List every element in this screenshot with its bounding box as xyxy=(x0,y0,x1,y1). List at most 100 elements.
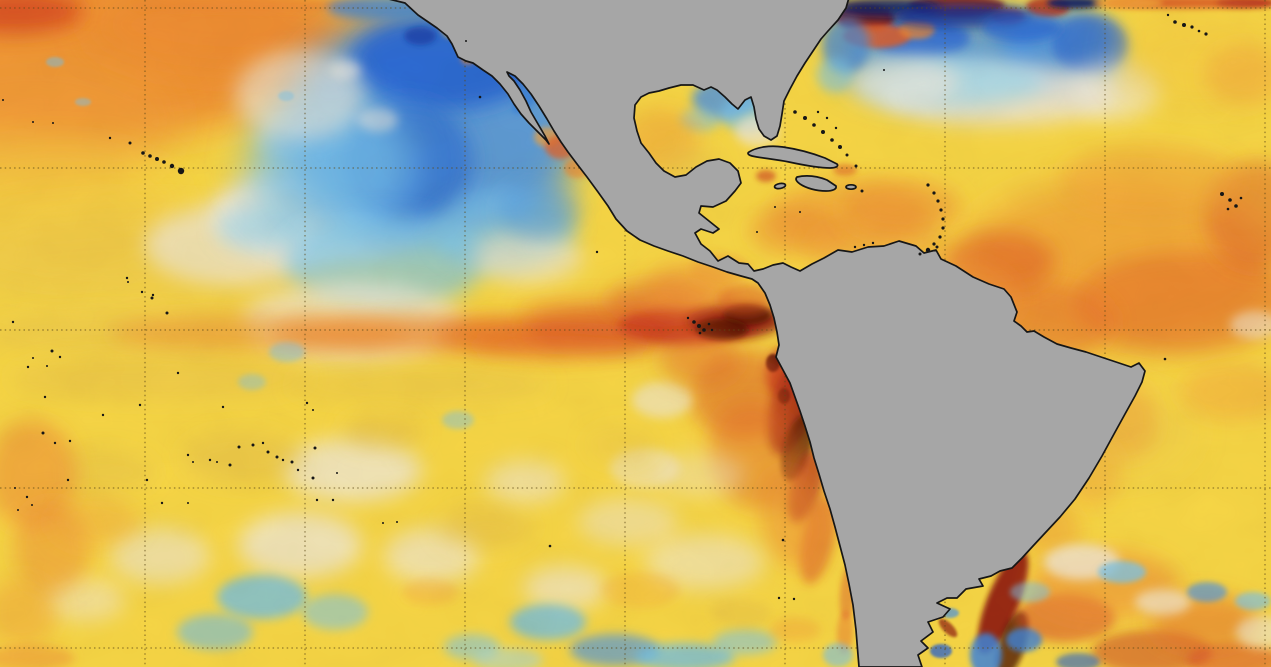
island-dot xyxy=(595,250,599,254)
island-dot xyxy=(312,409,314,411)
island-dot xyxy=(1204,32,1208,36)
island-dot xyxy=(41,431,45,435)
island-dot xyxy=(52,122,54,124)
island-dot xyxy=(698,331,702,335)
island-dot xyxy=(216,461,218,463)
island-dot xyxy=(838,145,842,149)
island-dot xyxy=(697,324,701,328)
island-dot xyxy=(43,395,47,399)
land-layer xyxy=(389,0,1146,667)
island-dot xyxy=(141,151,145,155)
island-dot xyxy=(853,245,857,249)
island-dot xyxy=(935,245,939,249)
island-dot xyxy=(686,316,690,320)
island-dot xyxy=(854,164,858,168)
island-dot xyxy=(311,476,315,480)
island-dot xyxy=(830,138,834,142)
island-dot xyxy=(799,211,801,213)
island-dot xyxy=(176,371,180,375)
island-dot xyxy=(53,441,57,445)
island-dot xyxy=(66,478,70,482)
island-dot xyxy=(145,478,149,482)
island-dot xyxy=(237,445,241,449)
island-dot xyxy=(296,468,300,472)
jamaica-island xyxy=(773,182,787,190)
island-dot xyxy=(221,405,225,409)
island-dot xyxy=(331,498,335,502)
island-dot xyxy=(777,596,781,600)
island-dot xyxy=(548,544,552,548)
island-dot xyxy=(165,311,169,315)
island-dot xyxy=(932,191,936,195)
island-dot xyxy=(160,501,164,505)
island-dot xyxy=(1166,13,1170,17)
island-dot xyxy=(1182,23,1186,27)
island-dot xyxy=(26,365,30,369)
island-dot xyxy=(871,241,875,245)
island-dot xyxy=(46,365,48,367)
island-dot xyxy=(275,455,279,459)
island-dot xyxy=(251,443,255,447)
island-dot xyxy=(261,441,265,445)
island-dot xyxy=(862,243,866,247)
island-dots-layer xyxy=(2,13,1243,601)
island-dot xyxy=(792,597,796,601)
island-dot xyxy=(918,252,922,256)
island-dot xyxy=(127,281,129,283)
island-dot xyxy=(162,160,166,164)
island-dot xyxy=(192,461,194,463)
island-dot xyxy=(101,413,105,417)
island-dot xyxy=(932,242,936,246)
island-dot xyxy=(710,328,714,332)
island-dot xyxy=(883,69,885,71)
island-dot xyxy=(793,110,797,114)
island-dot xyxy=(1228,198,1232,202)
island-dot xyxy=(396,521,398,523)
island-dot xyxy=(845,153,849,157)
island-dot xyxy=(774,206,776,208)
island-dot xyxy=(187,502,189,504)
island-dot xyxy=(208,458,212,462)
island-dot xyxy=(803,116,807,120)
island-dot xyxy=(151,293,155,297)
island-dot xyxy=(939,208,943,212)
island-dot xyxy=(834,126,838,130)
island-dot xyxy=(31,504,33,506)
island-dot xyxy=(313,446,317,450)
island-dot xyxy=(177,167,185,175)
island-dot xyxy=(186,453,190,457)
island-dot xyxy=(336,472,338,474)
island-dot xyxy=(138,403,142,407)
cuba-island xyxy=(747,145,839,169)
island-dot xyxy=(315,498,319,502)
island-dot xyxy=(821,130,825,134)
island-dot xyxy=(465,40,467,42)
island-dot xyxy=(108,136,112,140)
island-dot xyxy=(169,163,175,169)
island-dot xyxy=(1239,196,1243,200)
island-dot xyxy=(305,401,309,405)
island-dot xyxy=(1197,29,1201,33)
island-dot xyxy=(58,355,62,359)
island-dot xyxy=(941,217,945,221)
island-dot xyxy=(1163,357,1167,361)
island-dot xyxy=(150,296,154,300)
island-dot xyxy=(290,460,294,464)
island-dot xyxy=(938,235,942,239)
island-dot xyxy=(1190,25,1194,29)
island-dot xyxy=(32,357,34,359)
island-dot xyxy=(692,320,696,324)
island-dot xyxy=(68,439,72,443)
island-dot xyxy=(266,450,270,454)
island-dot xyxy=(816,110,820,114)
island-dot xyxy=(860,189,864,193)
island-dot xyxy=(756,231,758,233)
island-dot xyxy=(148,154,152,158)
puerto-rico-island xyxy=(845,183,857,191)
island-dot xyxy=(382,522,384,524)
island-dot xyxy=(1234,204,1238,208)
island-dot xyxy=(1220,192,1224,196)
